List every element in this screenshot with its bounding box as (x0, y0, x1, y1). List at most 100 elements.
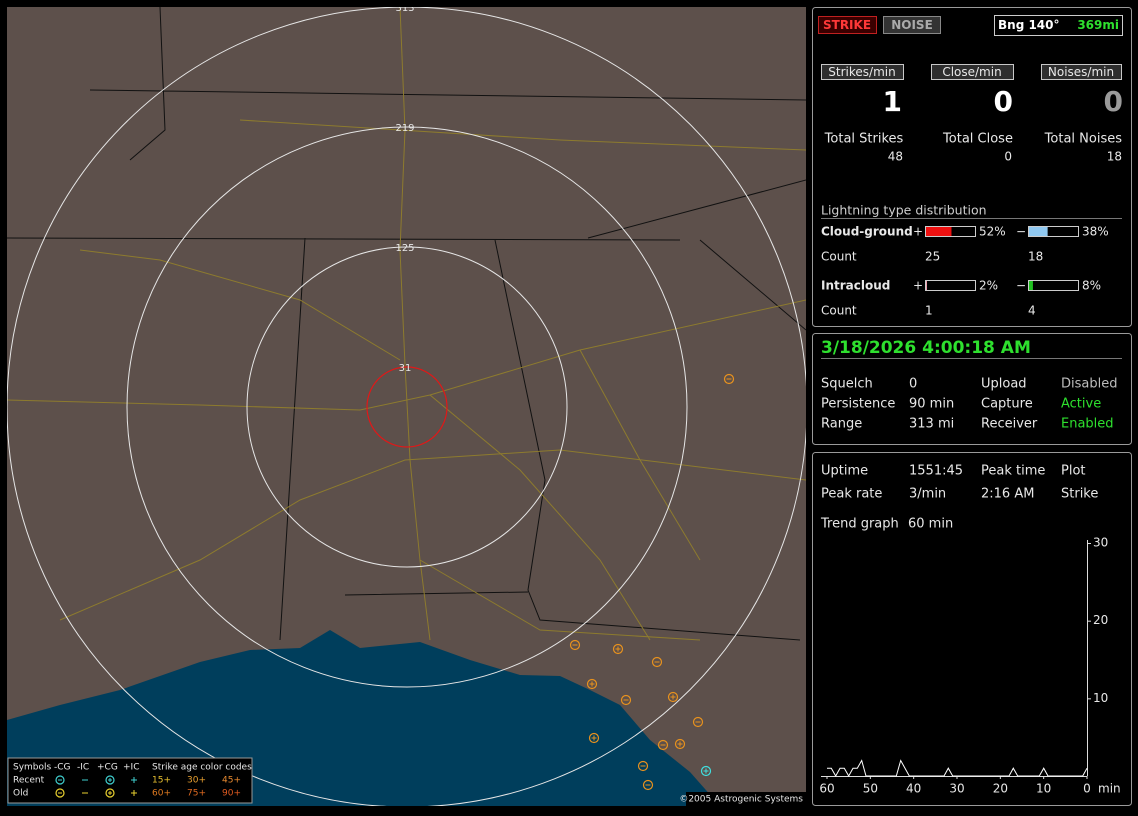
legend-age: 75+ (187, 789, 206, 799)
legend-age: 30+ (187, 776, 206, 786)
y-tick-label: 20 (1093, 613, 1108, 627)
percent-bar (926, 281, 927, 290)
copyright-bg (686, 792, 806, 806)
strike-symbol (586, 678, 598, 690)
sign: + (913, 279, 923, 293)
x-tick-label: 60 (819, 782, 834, 796)
legend-symbols (55, 775, 137, 798)
total-label: Total Noises (1044, 132, 1123, 147)
setting: Range (821, 417, 862, 432)
strike-symbol (674, 738, 686, 750)
setting: Active (1061, 397, 1101, 412)
legend-title: Symbols (13, 763, 52, 773)
legend-col: +CG (97, 763, 118, 773)
stat: Peak time (981, 464, 1045, 479)
setting: Receiver (981, 417, 1038, 432)
distance: 369mi (1077, 18, 1119, 32)
rate-value: 1 (883, 85, 902, 118)
count: 18 (1028, 250, 1043, 264)
x-tick-label: 40 (906, 782, 921, 796)
strike-symbol (642, 779, 654, 791)
ring-label: 125 (395, 243, 414, 254)
roads (7, 7, 806, 641)
strike-symbol (105, 788, 115, 798)
strike-button-label[interactable]: STRIKE (823, 18, 871, 32)
rate-label: Noises/min (1048, 65, 1114, 79)
map-legend: Symbols -CG -IC +CG +IC Strike age color… (7, 757, 253, 804)
total-value: 18 (1107, 150, 1122, 164)
distribution: Cloud-ground Count + 52% 25 − 38% 18 Intracloud C… (821, 225, 1109, 318)
total-label: Total Close (942, 132, 1013, 147)
strike-symbol (692, 716, 704, 728)
noise-button[interactable] (883, 16, 941, 34)
legend-age-title: Strike age color codes (152, 763, 252, 773)
trend-span: 60 min (908, 517, 953, 532)
stat: 2:16 AM (981, 487, 1034, 502)
x-tick-label: 0 (1083, 782, 1091, 796)
strike-symbol (55, 788, 65, 798)
strike-symbol (105, 775, 115, 785)
noise-button-label[interactable]: NOISE (891, 18, 933, 32)
setting: Disabled (1061, 377, 1117, 392)
x-tick-label: 10 (1036, 782, 1051, 796)
setting: Upload (981, 377, 1027, 392)
strike-symbol (569, 639, 581, 651)
percent: 8% (1082, 279, 1101, 293)
percent-bar (1029, 227, 1048, 236)
range-ring (126, 126, 688, 688)
x-tick-label: 20 (993, 782, 1008, 796)
count: 25 (925, 250, 940, 264)
legend-age: 45+ (222, 776, 241, 786)
y-tick-label: 10 (1093, 691, 1108, 705)
legend-box (7, 757, 253, 804)
ring-label: 31 (399, 363, 412, 374)
state-lines (7, 7, 806, 641)
rate-label-box (931, 64, 1014, 80)
strike-symbol (637, 760, 649, 772)
strike-symbol (620, 694, 632, 706)
bar-frame (1028, 226, 1079, 237)
count: 1 (925, 304, 933, 318)
legend-col: -CG (54, 763, 71, 773)
y-tick-label: 30 (1093, 536, 1108, 550)
strike-button[interactable] (818, 16, 877, 34)
stats-panel (812, 452, 1132, 806)
percent-bar (926, 227, 952, 236)
sign: − (1016, 279, 1026, 293)
sign: − (1016, 225, 1026, 239)
strike-symbol (657, 739, 669, 751)
legend-row: Recent (13, 776, 45, 786)
stats: Uptime 1551:45 Peak time Plot Peak rate 3/min… (821, 464, 1098, 502)
rate-label: Strikes/min (828, 65, 895, 79)
percent: 38% (1082, 225, 1109, 239)
strike-symbol (667, 691, 679, 703)
range-ring (246, 246, 568, 568)
bearing-box (994, 15, 1123, 36)
bar-frame (925, 280, 976, 291)
percent: 2% (979, 279, 998, 293)
setting: 313 mi (909, 417, 954, 432)
map: 313 219 125 31 (7, 3, 806, 806)
type-name: Intracloud (821, 279, 890, 293)
strike-symbol (588, 732, 600, 744)
strikes (569, 373, 735, 791)
rate-value: 0 (1104, 85, 1123, 118)
setting: Enabled (1061, 417, 1114, 432)
legend-col: -IC (77, 763, 89, 773)
total-value: 48 (888, 150, 903, 164)
strike-symbol (55, 775, 65, 785)
count-label: Count (821, 304, 857, 318)
ring-label: 313 (395, 3, 414, 14)
strike-symbol (723, 373, 735, 385)
legend-age: 60+ (152, 789, 171, 799)
stat: Plot (1061, 464, 1086, 479)
setting: Persistence (821, 397, 895, 412)
stat: Uptime (821, 464, 868, 479)
bearing: Bng 140° (998, 18, 1060, 32)
stat: Peak rate (821, 487, 882, 502)
clock-panel (812, 333, 1132, 445)
trend-graph: 10 20 30 60 50 40 30 20 10 0 min (819, 536, 1120, 796)
setting: Squelch (821, 377, 873, 392)
setting: 0 (909, 377, 917, 392)
